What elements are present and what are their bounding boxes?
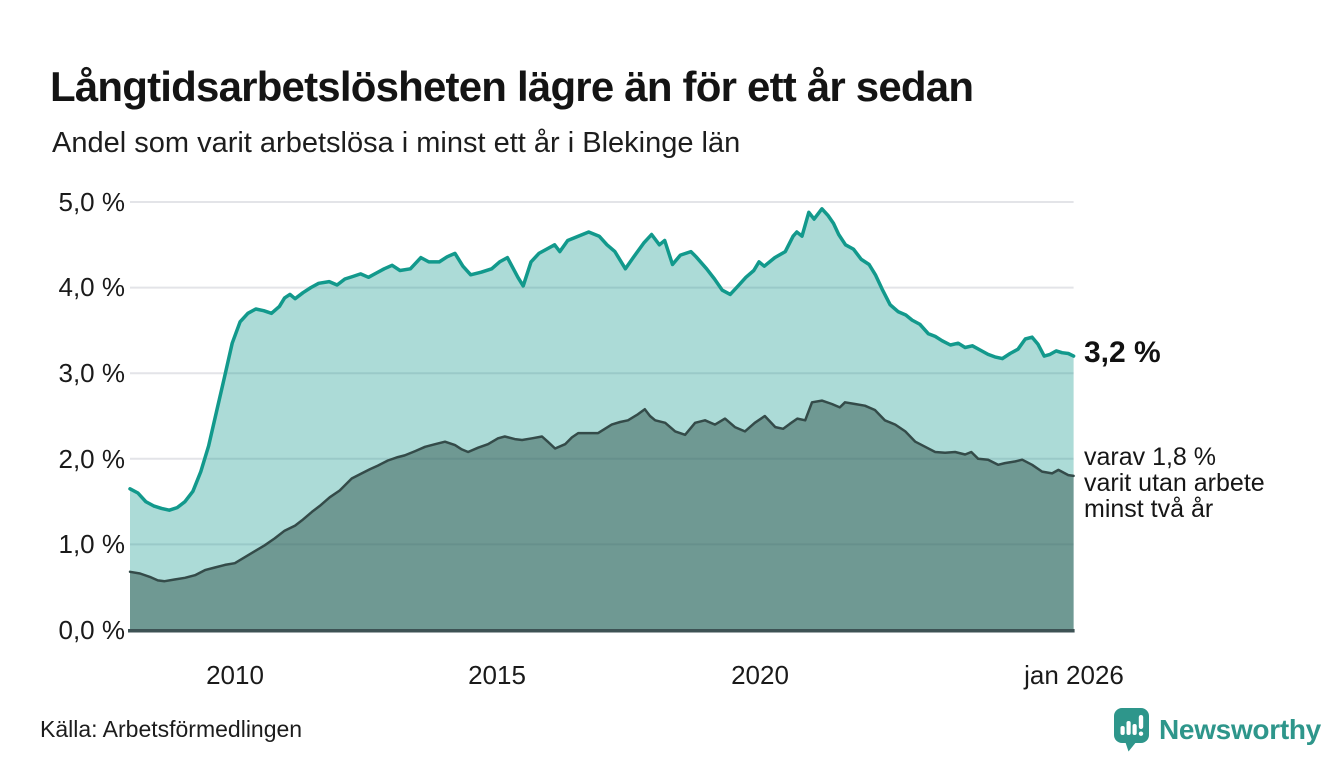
secondary-value-line2: varit utan arbete (1084, 469, 1265, 497)
source-note: Källa: Arbetsförmedlingen (40, 716, 303, 742)
y-tick-4: 4,0 % (58, 272, 126, 302)
latest-value-label: 3,2 % (1084, 336, 1161, 369)
y-tick-1: 1,0 % (58, 529, 126, 559)
secondary-value-line1: varav 1,8 % (1084, 443, 1217, 471)
y-tick-0: 0,0 % (58, 615, 126, 645)
page-title: Långtidsarbetslösheten lägre än för ett … (50, 63, 974, 111)
newsworthy-logo-link[interactable]: Newsworthy (1113, 707, 1321, 752)
x-tick-2020: 2020 (731, 660, 789, 690)
secondary-value-line3: minst två år (1084, 495, 1214, 523)
y-tick-2: 2,0 % (58, 444, 126, 474)
x-tick-2015: 2015 (468, 660, 526, 690)
x-tick-jan2026: jan 2026 (1024, 660, 1124, 690)
brand-name: Newsworthy (1159, 713, 1321, 745)
x-tick-2010: 2010 (206, 660, 264, 690)
newsworthy-logo-icon (1113, 707, 1150, 752)
y-tick-5: 5,0 % (58, 187, 126, 217)
y-tick-3: 3,0 % (58, 358, 126, 388)
secondary-value-label: varav 1,8 % varit utan arbete minst två … (1084, 444, 1340, 522)
page-subtitle: Andel som varit arbetslösa i minst ett å… (52, 127, 741, 159)
